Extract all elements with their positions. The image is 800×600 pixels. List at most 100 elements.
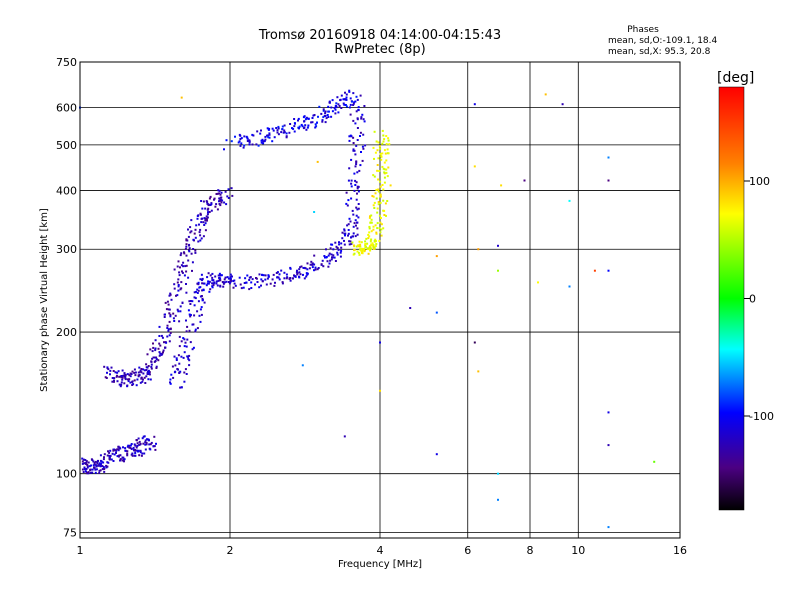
- echo-point: [301, 125, 304, 128]
- echo-point: [164, 346, 166, 349]
- echo-point: [225, 139, 228, 142]
- echo-point: [277, 276, 280, 279]
- echo-point: [351, 100, 353, 103]
- echo-point: [356, 98, 359, 101]
- echo-point: [292, 277, 294, 280]
- echo-point: [103, 453, 106, 456]
- echo-point: [89, 469, 92, 472]
- echo-point: [337, 248, 340, 251]
- echo-point: [304, 124, 307, 127]
- echo-point: [192, 346, 195, 349]
- echo-point: [364, 245, 367, 248]
- echo-point: [331, 243, 334, 246]
- echo-point: [172, 317, 175, 320]
- echo-point: [376, 211, 379, 214]
- echo-point: [146, 371, 149, 374]
- echo-point: [166, 335, 169, 338]
- echo-point: [339, 255, 342, 258]
- echo-point: [112, 449, 115, 452]
- echo-point: [354, 184, 357, 186]
- echo-point: [269, 282, 272, 285]
- echo-point: [138, 440, 141, 443]
- echo-point: [182, 261, 185, 264]
- echo-point: [341, 231, 344, 234]
- echo-point: [200, 273, 203, 276]
- echo-point: [191, 269, 193, 272]
- echo-point: [154, 339, 157, 342]
- echo-point: [208, 197, 211, 200]
- echo-point: [199, 228, 202, 231]
- echo-point: [347, 234, 349, 237]
- echo-point: [343, 228, 346, 231]
- echo-point: [126, 452, 129, 455]
- echo-point: [173, 287, 176, 290]
- echo-point: [188, 313, 191, 316]
- echo-point: [220, 191, 223, 194]
- echo-point: [379, 147, 382, 150]
- echo-point: [135, 384, 138, 387]
- echo-point: [141, 452, 144, 455]
- echo-point: [386, 148, 389, 151]
- echo-point: [374, 224, 377, 227]
- echo-point: [332, 248, 335, 251]
- echo-point: [375, 197, 378, 200]
- echo-point: [189, 315, 192, 318]
- echo-point: [299, 266, 302, 269]
- echo-point: [359, 164, 362, 167]
- echo-point: [86, 465, 89, 468]
- echo-point: [360, 251, 363, 254]
- echo-point: [175, 294, 177, 297]
- echo-point: [387, 139, 390, 142]
- echo-point: [145, 441, 148, 444]
- echo-point: [328, 252, 331, 255]
- echo-point: [239, 283, 242, 286]
- echo-point: [92, 460, 95, 463]
- echo-point: [321, 119, 324, 122]
- echo-point: [122, 458, 125, 461]
- echo-point: [169, 382, 172, 385]
- echo-point: [158, 335, 161, 337]
- echo-point: [372, 247, 375, 250]
- echo-point: [205, 215, 208, 218]
- echo-point: [127, 444, 130, 447]
- echo-point: [155, 442, 157, 445]
- echo-point: [122, 446, 124, 449]
- echo-point: [278, 273, 281, 276]
- echo-point: [261, 273, 263, 276]
- echo-point: [200, 306, 203, 309]
- echo-point: [275, 272, 278, 274]
- echo-point: [497, 244, 499, 247]
- echo-point: [219, 198, 222, 201]
- echo-point: [607, 156, 610, 159]
- echo-point: [305, 272, 308, 275]
- echo-point: [142, 368, 145, 371]
- colorbar: [718, 86, 745, 511]
- echo-point: [352, 104, 355, 106]
- echo-point: [101, 465, 104, 467]
- echo-point: [192, 248, 195, 250]
- echo-point: [378, 214, 381, 217]
- echo-point: [85, 472, 88, 475]
- echo-point: [198, 231, 201, 234]
- echo-point: [211, 286, 214, 289]
- echo-point: [187, 235, 190, 238]
- echo-point: [318, 105, 321, 108]
- echo-point: [202, 200, 205, 203]
- echo-point: [381, 165, 384, 168]
- echo-point: [267, 275, 270, 278]
- echo-point: [85, 463, 88, 465]
- echo-point: [260, 129, 262, 132]
- echo-point: [212, 284, 215, 287]
- echo-point: [144, 441, 147, 444]
- echo-point: [166, 300, 169, 303]
- echo-point: [98, 462, 101, 465]
- echo-point: [352, 136, 355, 139]
- echo-point: [123, 375, 126, 378]
- echo-point: [136, 444, 139, 447]
- echo-point: [364, 144, 367, 147]
- echo-point: [94, 471, 97, 474]
- echo-point: [189, 300, 192, 302]
- echo-point: [378, 227, 381, 230]
- echo-point: [568, 199, 571, 202]
- echo-point: [326, 260, 329, 263]
